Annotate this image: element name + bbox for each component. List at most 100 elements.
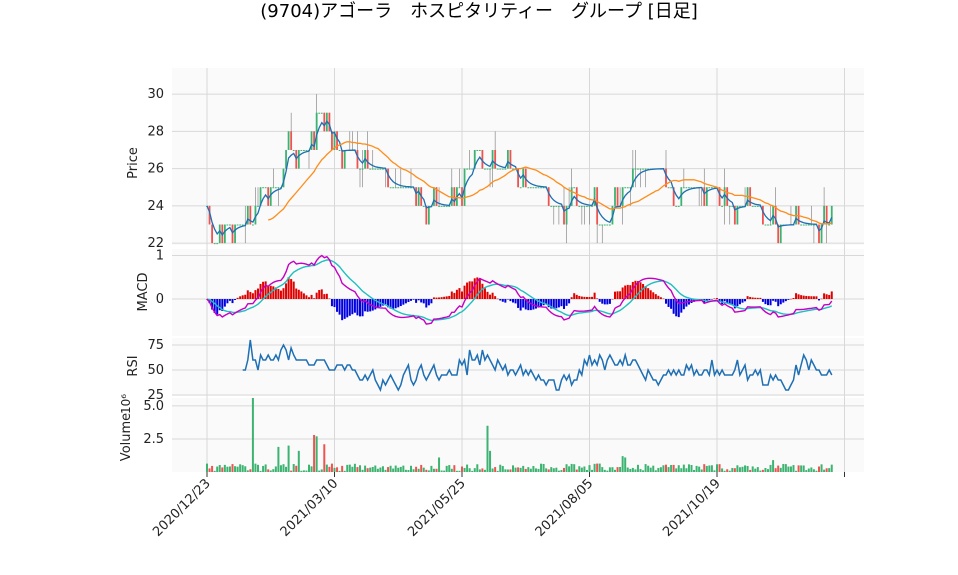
candle-body xyxy=(682,187,685,189)
candle-body xyxy=(405,187,407,189)
macd-histogram-bar xyxy=(685,299,688,307)
candle-body xyxy=(343,149,346,169)
macd-histogram-bar xyxy=(703,299,706,304)
volume-bar xyxy=(652,465,655,472)
macd-histogram-bar xyxy=(392,299,395,309)
volume-bar xyxy=(336,467,339,472)
candle-body xyxy=(601,224,604,226)
macd-histogram-bar xyxy=(573,293,576,300)
macd-histogram-bar xyxy=(527,299,530,311)
volume-bar xyxy=(448,465,451,472)
macd-histogram-bar xyxy=(542,299,545,306)
volume-bar xyxy=(642,470,645,472)
macd-histogram-bar xyxy=(820,298,823,300)
candle-body xyxy=(241,224,244,226)
macd-histogram-bar xyxy=(649,290,652,300)
volume-bar xyxy=(478,469,481,472)
candle-body xyxy=(382,168,384,170)
candle-body xyxy=(777,224,780,244)
macd-histogram-bar xyxy=(489,294,492,300)
macd-histogram-bar xyxy=(264,281,267,300)
volume-bar xyxy=(542,463,545,472)
macd-histogram-bar xyxy=(769,299,772,306)
volume-bar xyxy=(432,468,435,472)
macd-histogram-bar xyxy=(818,299,820,301)
volume-bar xyxy=(415,466,418,472)
candle-body xyxy=(764,224,767,226)
macd-histogram-bar xyxy=(483,288,486,300)
macd-histogram-bar xyxy=(746,296,749,300)
volume-bar xyxy=(292,464,295,472)
chart-title: (9704)アゴーラ ホスピタリティー グループ [日足] xyxy=(260,1,698,22)
x-tick-label: 2021/08/05 xyxy=(533,476,597,540)
volume-bar xyxy=(593,463,596,472)
macd-histogram-bar xyxy=(499,299,502,301)
volume-bar xyxy=(532,465,535,472)
candle-body xyxy=(578,205,581,207)
macd-histogram-bar xyxy=(422,299,425,304)
candle-body xyxy=(433,187,435,206)
candle-body xyxy=(486,168,489,170)
volume-bar xyxy=(249,469,252,472)
volume-bar xyxy=(603,469,606,472)
macd-histogram-bar xyxy=(310,294,313,300)
macd-histogram-bar xyxy=(223,299,226,307)
volume-bar xyxy=(754,468,757,472)
volume-bar xyxy=(614,469,616,472)
price-tick-label: 22 xyxy=(147,236,164,251)
macd-histogram-bar xyxy=(351,299,354,315)
volume-bar xyxy=(723,470,726,472)
volume-bar xyxy=(259,470,262,472)
volume-bar xyxy=(287,445,290,472)
macd-histogram-bar xyxy=(343,299,346,319)
macd-histogram-bar xyxy=(670,299,673,309)
macd-histogram-bar xyxy=(764,299,767,305)
volume-bar xyxy=(279,465,282,472)
candle-body xyxy=(703,187,706,206)
volume-bar xyxy=(430,465,433,472)
macd-histogram-bar xyxy=(823,293,826,300)
macd-histogram-bar xyxy=(631,281,634,300)
volume-bar xyxy=(364,465,367,472)
candle-body xyxy=(254,205,257,225)
volume-bar xyxy=(389,465,392,472)
volume-bar xyxy=(565,464,568,472)
volume-bar xyxy=(828,468,831,472)
candle-body xyxy=(509,149,512,169)
macd-histogram-bar xyxy=(295,288,298,300)
macd-histogram-bar xyxy=(621,287,624,300)
macd-histogram-bar xyxy=(563,299,565,309)
macd-histogram-bar xyxy=(438,297,441,300)
candle-body xyxy=(315,112,318,150)
volume-bar xyxy=(269,470,272,472)
macd-histogram-bar xyxy=(654,294,657,300)
x-tick-label: 2021/03/10 xyxy=(278,476,342,540)
macd-histogram-bar xyxy=(315,292,318,300)
macd-histogram-bar xyxy=(318,290,321,300)
macd-histogram-bar xyxy=(463,285,466,300)
candle-body xyxy=(560,205,563,207)
volume-bar xyxy=(517,467,520,472)
candle-body xyxy=(356,149,359,169)
candle-body xyxy=(751,205,754,207)
volume-bar xyxy=(223,464,226,472)
candle-body xyxy=(499,168,502,170)
candle-body xyxy=(532,187,535,189)
macd-histogram-bar xyxy=(672,299,675,314)
candle-body xyxy=(547,187,550,206)
macd-histogram-bar xyxy=(593,292,596,300)
macd-histogram-bar xyxy=(591,296,594,300)
volume-bar xyxy=(251,398,254,472)
macd-histogram-bar xyxy=(420,299,423,303)
macd-histogram-bar xyxy=(667,299,670,307)
candle-body xyxy=(507,149,509,169)
volume-bar xyxy=(670,464,673,472)
volume-bar xyxy=(455,470,458,472)
macd-histogram-bar xyxy=(407,299,410,303)
candle-body xyxy=(246,205,249,225)
candle-body xyxy=(718,187,721,206)
candle-body xyxy=(570,187,573,206)
macd-histogram-bar xyxy=(552,299,555,309)
volume-bar xyxy=(726,469,729,472)
macd-histogram-bar xyxy=(634,280,637,300)
